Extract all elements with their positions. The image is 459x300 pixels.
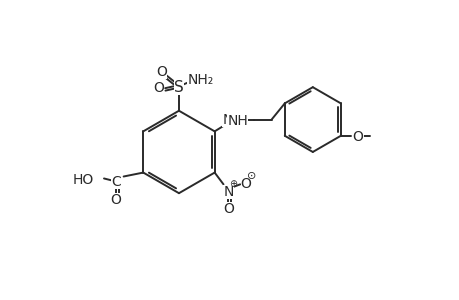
Text: O: O [152, 81, 163, 95]
Text: O: O [223, 202, 233, 216]
Text: C: C [111, 175, 120, 189]
Text: S: S [174, 80, 184, 95]
Text: O: O [110, 193, 121, 207]
Text: O: O [240, 177, 251, 191]
Text: N: N [222, 113, 232, 127]
Text: N: N [223, 185, 233, 199]
Text: NH: NH [227, 114, 248, 128]
Text: O: O [156, 65, 166, 79]
Text: H: H [230, 114, 241, 128]
Text: HO: HO [73, 173, 94, 187]
Text: ⊕: ⊕ [229, 179, 237, 189]
Text: NH₂: NH₂ [187, 73, 213, 87]
Text: O: O [352, 130, 363, 144]
Text: ⊙: ⊙ [247, 172, 256, 182]
